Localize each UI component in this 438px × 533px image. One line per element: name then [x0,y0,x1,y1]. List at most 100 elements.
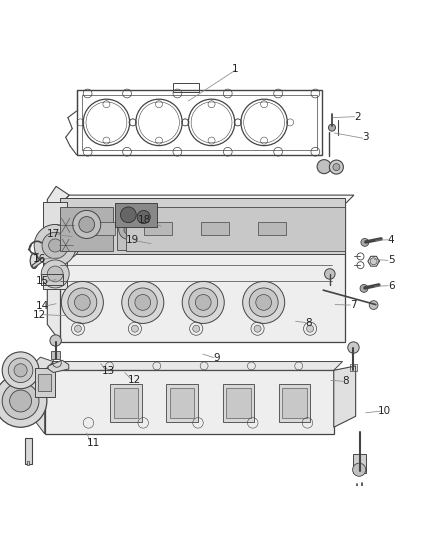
Circle shape [79,216,95,232]
Text: 1: 1 [232,63,239,74]
Bar [168,226,190,251]
Bar [144,222,172,235]
Text: 4: 4 [388,235,395,245]
Circle shape [317,159,331,174]
Bar [170,388,194,418]
Text: 12: 12 [33,310,46,320]
Circle shape [169,220,188,239]
Circle shape [57,216,75,235]
Circle shape [14,364,27,377]
Bar [117,226,139,251]
Bar [282,388,307,418]
Bar [60,204,345,342]
Circle shape [361,238,369,246]
Polygon shape [45,361,343,370]
Circle shape [131,325,138,332]
Bar [353,454,366,473]
Bar [166,384,198,422]
Circle shape [328,124,336,131]
Circle shape [74,225,82,234]
Text: 18: 18 [138,215,151,224]
Text: 8: 8 [343,376,350,386]
Bar [38,374,51,391]
Circle shape [58,237,74,253]
Text: 7: 7 [350,300,357,310]
Bar [77,90,322,155]
Bar [45,370,334,434]
Bar [51,351,60,359]
Circle shape [10,390,32,412]
Text: 17: 17 [47,229,60,239]
Bar [201,222,229,235]
Circle shape [137,211,150,223]
Circle shape [68,288,97,317]
Text: 5: 5 [388,255,395,265]
Bar [41,274,63,285]
Bar [115,203,157,227]
Bar [223,384,254,422]
Text: 15: 15 [36,277,49,286]
Circle shape [68,220,88,239]
Circle shape [2,352,39,389]
Circle shape [189,288,218,317]
Bar [82,95,317,150]
Bar [110,384,142,422]
Polygon shape [334,366,356,427]
Circle shape [270,220,289,239]
Circle shape [174,225,183,234]
Circle shape [120,207,136,223]
Text: 8: 8 [305,318,312,328]
Text: 12: 12 [128,375,141,385]
Text: 9: 9 [213,353,220,362]
Circle shape [8,358,33,383]
Polygon shape [47,187,69,342]
Circle shape [182,281,224,324]
Bar [126,207,345,251]
Circle shape [360,285,368,292]
Circle shape [193,325,200,332]
Text: 13: 13 [102,366,115,376]
Circle shape [256,295,272,310]
Bar [114,388,138,418]
Text: 6: 6 [388,281,395,291]
Polygon shape [27,357,53,434]
Bar [268,226,290,251]
Circle shape [195,295,211,310]
Polygon shape [48,360,69,373]
Circle shape [74,325,81,332]
Bar [60,198,345,254]
Bar [226,388,251,418]
Bar [258,222,286,235]
Text: 10: 10 [378,406,391,416]
Bar [173,83,199,92]
Bar [350,364,357,371]
Circle shape [52,231,80,259]
Circle shape [325,269,335,279]
Circle shape [219,220,239,239]
Circle shape [47,266,63,282]
Circle shape [275,225,284,234]
Bar [35,368,55,397]
Bar [43,201,67,289]
Circle shape [49,239,62,252]
Circle shape [369,301,378,310]
Circle shape [50,335,61,346]
Circle shape [49,209,82,242]
Circle shape [34,224,76,266]
Circle shape [128,288,157,317]
Text: 14: 14 [36,301,49,311]
Bar [218,226,240,251]
Text: 19: 19 [126,235,139,245]
Circle shape [41,260,69,288]
Circle shape [333,164,340,171]
Circle shape [307,325,314,332]
Bar [60,207,113,251]
Circle shape [74,295,90,310]
Circle shape [225,225,233,234]
Circle shape [254,325,261,332]
Circle shape [348,342,359,353]
Bar [279,384,310,422]
Circle shape [0,375,47,427]
Ellipse shape [30,253,38,269]
Circle shape [122,281,164,324]
